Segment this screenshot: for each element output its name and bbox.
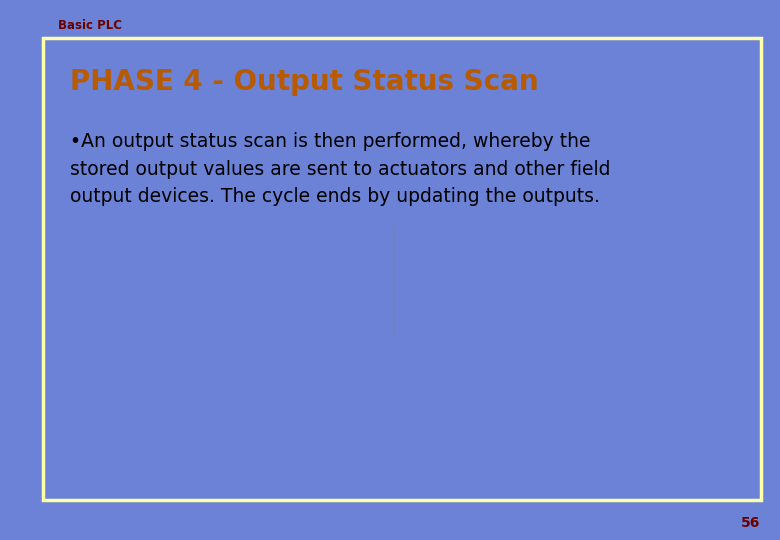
Text: Basic PLC: Basic PLC	[58, 19, 122, 32]
Text: PHASE 4 - Output Status Scan: PHASE 4 - Output Status Scan	[70, 68, 539, 96]
Text: •An output status scan is then performed, whereby the
stored output values are s: •An output status scan is then performed…	[70, 132, 611, 206]
FancyBboxPatch shape	[43, 38, 760, 500]
Text: 56: 56	[741, 516, 760, 530]
